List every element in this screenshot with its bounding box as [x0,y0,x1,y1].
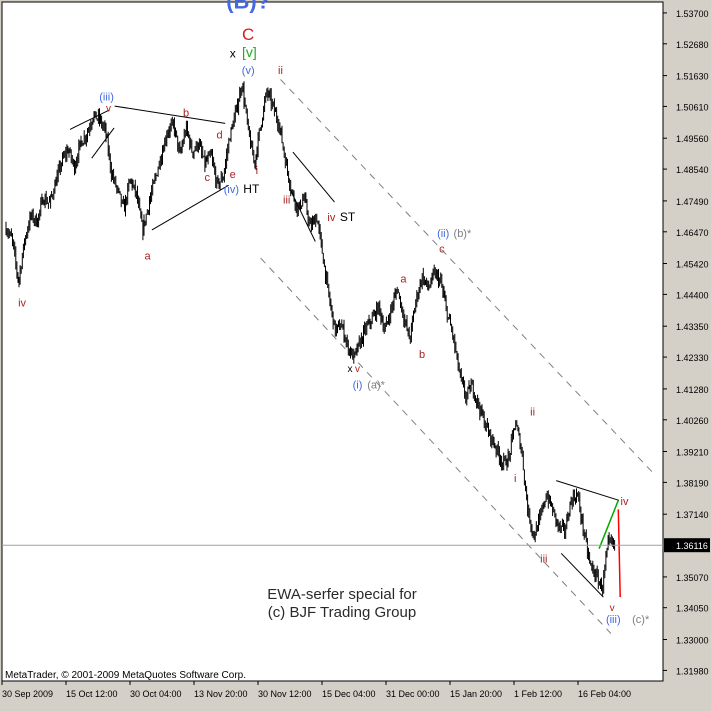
x-tick-label: 1 Feb 12:00 [514,689,562,699]
wave-label: d [217,130,223,142]
wave-label: iv [621,496,629,508]
wave-label: (b)* [454,228,472,240]
trendline-projection-up [598,500,619,549]
y-tick-label: 1.35070 [676,573,709,583]
annotation-line-2: (c) BJF Trading Group [268,604,416,621]
wave-label: b [183,107,189,119]
x-tick-label: 31 Dec 00:00 [386,689,440,699]
y-tick-label: 1.34050 [676,604,709,614]
y-tick-label: 1.53700 [676,9,709,19]
trendline-projection-down [617,509,621,598]
y-tick-label: 1.45420 [676,260,709,270]
wave-label: (iii) [99,92,114,104]
current-price-label: 1.36116 [676,541,708,551]
wave-label: iv [18,298,26,310]
wave-label: v [355,364,360,375]
y-tick-label: 1.40260 [676,416,709,426]
y-tick-label: 1.46470 [676,228,709,238]
trendline-wedge-iii-lower [91,127,115,159]
x-tick-label: 30 Sep 2009 [2,689,53,699]
wave-label: (iii) [606,614,621,626]
wave-label: (a)* [367,379,385,391]
y-axis: 1.53700 1.52680 1.51630 1.50610 1.49560 1.485… [663,9,709,676]
wave-label: (iv) [224,184,239,196]
x-tick-label: 16 Feb 04:00 [578,689,631,699]
wave-label: (c)* [632,614,650,626]
wave-label: iii [540,553,547,565]
wave-label: a [400,273,407,285]
x-tick-label: 30 Oct 04:00 [130,689,182,699]
wave-label: b [419,349,425,361]
wave-label: e [230,169,236,181]
y-tick-label: 1.44400 [676,290,709,300]
current-price-layer: 1.36116 [2,538,710,553]
wave-label: ii [278,65,283,77]
wave-label: [v] [242,44,257,60]
trendline-wedge-iv-upper [292,151,335,203]
y-tick-label: 1.42330 [676,353,709,363]
x-tick-label: 15 Oct 12:00 [66,689,118,699]
y-tick-label: 1.39210 [676,448,709,458]
y-tick-label: 1.41280 [676,385,709,395]
y-tick-label: 1.33000 [676,636,709,646]
x-tick-label: 13 Nov 20:00 [194,689,248,699]
y-tick-label: 1.49560 [676,134,709,144]
x-tick-label: 15 Dec 04:00 [322,689,376,699]
wave-label: c [439,244,445,256]
y-tick-label: 1.48540 [676,165,709,175]
wave-label: ii [530,407,535,419]
x-tick-label: 30 Nov 12:00 [258,689,312,699]
annotation-line-1: EWA-serfer special for [267,586,416,603]
wave-label: C [242,25,254,44]
y-tick-label: 1.31980 [676,666,709,676]
wave-label: (B)? [226,0,270,13]
wave-label: i [256,165,258,177]
trendline-wedge-iv-lower [289,189,316,242]
trendline-final-wedge-lower [560,552,604,598]
wave-label: a [145,251,152,263]
wave-label: (i) [353,379,363,391]
y-tick-label: 1.47490 [676,197,709,207]
wave-label: x [230,46,236,60]
y-tick-label: 1.43350 [676,322,709,332]
wave-label: v [610,603,615,614]
wave-label: c [204,172,210,184]
wave-label: (v) [242,65,255,77]
trendlines-layer [69,79,655,634]
wave-label: iii [283,195,290,207]
wave-label: HT [243,182,260,196]
x-tick-label: 15 Jan 20:00 [450,689,502,699]
trendline-final-wedge-upper [556,480,620,501]
wave-label: v [106,103,111,114]
current-price-box [664,538,710,553]
plot-area[interactable] [1,1,664,682]
wave-label: iv [327,212,335,224]
y-tick-label: 1.52680 [676,40,709,50]
copyright-text: MetaTrader, © 2001-2009 MetaQuotes Softw… [5,670,246,681]
y-tick-label: 1.50610 [676,102,709,112]
wave-label: ST [340,210,356,224]
trendline-triangle-lower [151,184,229,231]
y-tick-label: 1.37140 [676,510,709,520]
trendline-triangle-upper [114,105,226,124]
x-axis: 30 Sep 2009 15 Oct 12:00 30 Oct 04:00 13 No… [1,681,631,699]
price-bars-layer [5,81,616,596]
trendline-wedge-iii-upper [69,109,110,130]
wave-label: (ii) [437,228,449,240]
y-tick-label: 1.38190 [676,478,709,488]
y-tick-label: 1.51630 [676,72,709,82]
wave-label: i [514,473,516,485]
wave-label: x [348,364,353,375]
